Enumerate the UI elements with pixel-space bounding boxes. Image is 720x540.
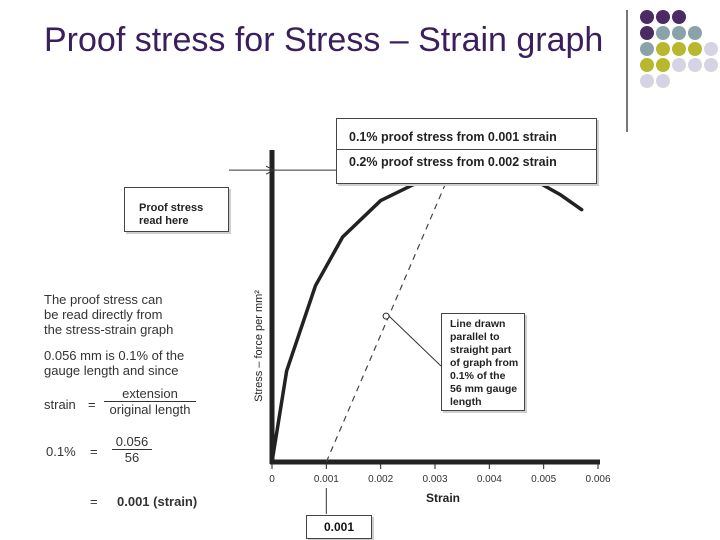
decor-dot <box>640 58 654 72</box>
callout-line: 0.1% of the <box>450 370 506 382</box>
x-tick-label: 0 <box>269 474 275 485</box>
decor-dot <box>656 10 670 24</box>
text-line: be read directly from <box>44 307 163 322</box>
percent-fraction: 0.056 56 <box>112 434 152 465</box>
arrow-head <box>265 165 276 175</box>
fraction-numerator: 0.056 <box>112 434 152 450</box>
fraction-denominator: 56 <box>124 450 140 465</box>
text-line: The proof stress can <box>44 292 163 307</box>
proof-line-02: 0.2% proof stress from 0.002 strain <box>349 155 557 169</box>
slide-title: Proof stress for Stress – Strain graph <box>44 21 604 59</box>
equals-sign: = <box>88 397 96 412</box>
strain-label: strain <box>44 397 76 412</box>
decor-dot <box>640 74 654 88</box>
decor-dot <box>672 10 686 24</box>
callout-pointer <box>388 315 442 367</box>
explanation-para-1: The proof stress can be read directly fr… <box>44 292 173 337</box>
x-axis-label: Strain <box>426 491 460 505</box>
x-tick-label: 0.003 <box>422 474 447 485</box>
decor-dot <box>640 26 654 40</box>
info-box-divider <box>337 149 596 150</box>
callout-line: of graph from <box>450 357 519 369</box>
y-axis-label: Stress – force per mm² <box>253 290 265 402</box>
title-divider <box>626 10 628 132</box>
text-line: the stress-strain graph <box>44 322 174 337</box>
x-tick-label: 0.001 <box>314 474 339 485</box>
decor-dot <box>672 26 686 40</box>
decor-dot <box>640 42 654 56</box>
equals-sign: = <box>90 444 98 459</box>
line-drawn-callout: Line drawn parallel to straight part of … <box>441 313 525 411</box>
x-tick-label: 0.005 <box>531 474 556 485</box>
decor-dot <box>640 10 654 24</box>
decor-dot <box>688 58 702 72</box>
explanation-para-2: 0.056 mm is 0.1% of the gauge length and… <box>44 348 184 378</box>
proof-stress-info-box: 0.1% proof stress from 0.001 strain 0.2%… <box>336 118 597 184</box>
decor-dot <box>672 58 686 72</box>
marker-point <box>382 312 390 320</box>
decorative-dot-grid <box>640 10 720 128</box>
x-tick-label: 0.004 <box>477 474 502 485</box>
decor-dot <box>656 26 670 40</box>
decor-dot <box>656 42 670 56</box>
decor-dot <box>672 42 686 56</box>
decor-dot <box>704 42 718 56</box>
x-tick-label: 0.006 <box>585 474 610 485</box>
x-tick-label: 0.002 <box>368 474 393 485</box>
proof-stress-read-here-box: Proof stress read here <box>124 187 229 232</box>
proof-line-01: 0.1% proof stress from 0.001 strain <box>349 130 557 144</box>
decor-dot <box>656 74 670 88</box>
fraction-numerator: extension <box>104 386 196 402</box>
callout-line: 56 mm gauge <box>450 383 518 395</box>
fraction-denominator: original length <box>109 402 191 417</box>
callout-line: Line drawn <box>450 318 506 330</box>
decor-dot <box>656 58 670 72</box>
text-line: 0.056 mm is 0.1% of the <box>44 348 185 363</box>
callout-line: straight part <box>450 344 512 356</box>
callout-line: length <box>450 396 482 408</box>
strain-fraction: extension original length <box>104 386 196 417</box>
stress-strain-curve <box>270 168 584 464</box>
equals-sign: = <box>90 494 98 509</box>
decor-dot <box>704 58 718 72</box>
callout-line: parallel to <box>450 331 500 343</box>
result-strain: 0.001 (strain) <box>117 494 198 509</box>
result-box: 0.001 <box>306 515 372 539</box>
decor-dot <box>688 26 702 40</box>
decor-dot <box>688 42 702 56</box>
text-line: gauge length and since <box>44 363 179 378</box>
percent-label: 0.1% <box>46 444 76 459</box>
